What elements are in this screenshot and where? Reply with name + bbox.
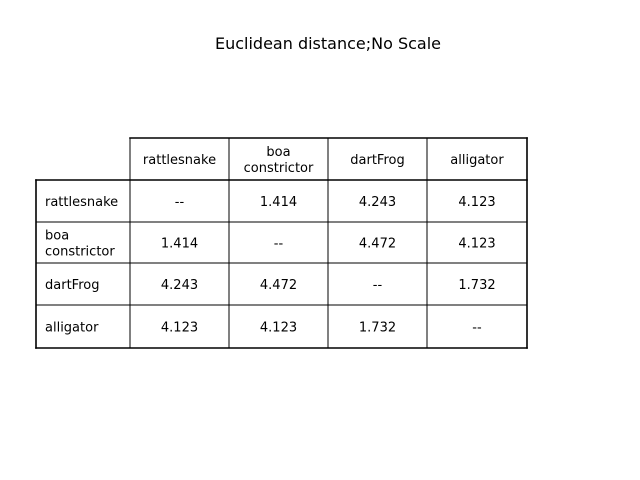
table-cell: 4.472 (260, 278, 297, 293)
table-cell: 4.472 (359, 237, 396, 252)
table-cell: -- (373, 278, 383, 293)
column-header: dartFrog (350, 153, 404, 168)
table-cell: 1.732 (359, 321, 396, 336)
table-cell: 1.414 (161, 237, 198, 252)
column-header: boa constrictor (244, 145, 314, 176)
table-cell: 4.123 (161, 321, 198, 336)
column-header: rattlesnake (143, 153, 216, 168)
table-cell: 4.123 (458, 237, 495, 252)
table-cell: -- (175, 195, 185, 210)
table-cell: -- (472, 321, 482, 336)
table-cell: 4.243 (359, 195, 396, 210)
row-header: dartFrog (45, 278, 99, 293)
table-cell: 1.414 (260, 195, 297, 210)
row-header: rattlesnake (45, 195, 118, 210)
table-cell: -- (274, 237, 284, 252)
row-header: alligator (45, 321, 99, 336)
table-cell: 4.123 (260, 321, 297, 336)
table-cell: 4.123 (458, 195, 495, 210)
column-header: alligator (450, 153, 504, 168)
row-header: boa constrictor (45, 229, 115, 260)
table-cell: 1.732 (458, 278, 495, 293)
chart-title: Euclidean distance;No Scale (214, 34, 442, 53)
table-cell: 4.243 (161, 278, 198, 293)
